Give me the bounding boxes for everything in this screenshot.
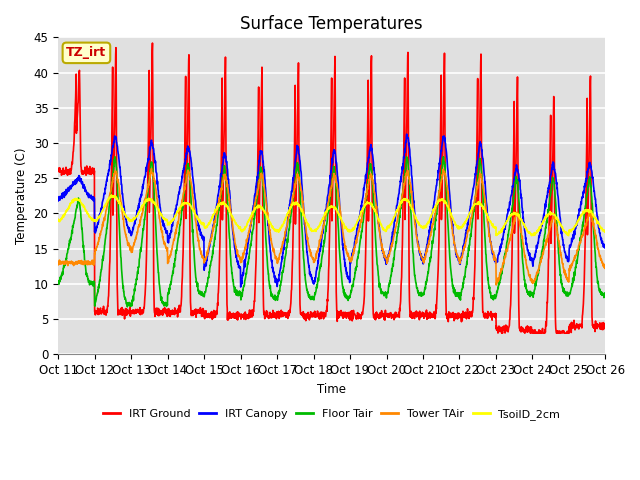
IRT Ground [360, 302, 367, 308]
Floor Tair [554, 233, 561, 239]
IRT Canopy [569, 235, 577, 240]
IRT Ground [569, 322, 577, 327]
Floor Tair [492, 295, 499, 300]
IRT Ground [348, 311, 356, 316]
IRT Ground [54, 167, 62, 173]
IRT Canopy [207, 235, 214, 241]
IRT Canopy [403, 131, 410, 137]
TsoilD_2cm [348, 228, 356, 233]
IRT Canopy [554, 190, 561, 196]
Floor Tair [602, 291, 609, 297]
Tower TAir [602, 265, 609, 271]
Tower TAir [569, 260, 577, 265]
TsoilD_2cm [491, 225, 499, 231]
IRT Canopy [54, 198, 62, 204]
Line: IRT Ground: IRT Ground [58, 43, 605, 333]
Line: IRT Canopy: IRT Canopy [58, 134, 605, 287]
Text: TZ_irt: TZ_irt [67, 47, 106, 60]
TsoilD_2cm [602, 228, 609, 233]
Line: Floor Tair: Floor Tair [58, 157, 605, 307]
IRT Ground [554, 329, 561, 335]
Floor Tair [54, 281, 62, 287]
Tower TAir [348, 254, 356, 260]
Floor Tair [348, 285, 356, 290]
Floor Tair [360, 211, 368, 216]
Floor Tair [569, 276, 577, 281]
IRT Canopy [237, 284, 244, 290]
TsoilD_2cm [569, 226, 577, 231]
Floor Tair [124, 304, 131, 310]
Floor Tair [207, 258, 215, 264]
IRT Ground [491, 312, 499, 317]
IRT Ground [207, 310, 215, 315]
IRT Ground [602, 322, 609, 328]
Tower TAir [360, 204, 367, 210]
Tower TAir [54, 259, 62, 265]
TsoilD_2cm [564, 233, 572, 239]
TsoilD_2cm [108, 192, 115, 198]
IRT Ground [498, 330, 506, 336]
Tower TAir [491, 256, 499, 262]
Y-axis label: Temperature (C): Temperature (C) [15, 147, 28, 244]
Tower TAir [148, 166, 156, 171]
X-axis label: Time: Time [317, 383, 346, 396]
Tower TAir [492, 282, 500, 288]
TsoilD_2cm [554, 216, 561, 222]
IRT Ground [148, 40, 156, 46]
Title: Surface Temperatures: Surface Temperatures [241, 15, 423, 33]
IRT Canopy [360, 185, 367, 191]
Line: Tower TAir: Tower TAir [58, 168, 605, 285]
IRT Canopy [602, 245, 609, 251]
IRT Canopy [348, 253, 356, 259]
TsoilD_2cm [360, 205, 367, 211]
Tower TAir [554, 232, 561, 238]
TsoilD_2cm [207, 218, 215, 224]
TsoilD_2cm [54, 216, 62, 222]
Legend: IRT Ground, IRT Canopy, Floor Tair, Tower TAir, TsoilD_2cm: IRT Ground, IRT Canopy, Floor Tair, Towe… [99, 404, 564, 424]
IRT Canopy [492, 256, 499, 262]
Floor Tair [111, 154, 119, 160]
Line: TsoilD_2cm: TsoilD_2cm [58, 195, 605, 236]
Tower TAir [207, 236, 215, 242]
